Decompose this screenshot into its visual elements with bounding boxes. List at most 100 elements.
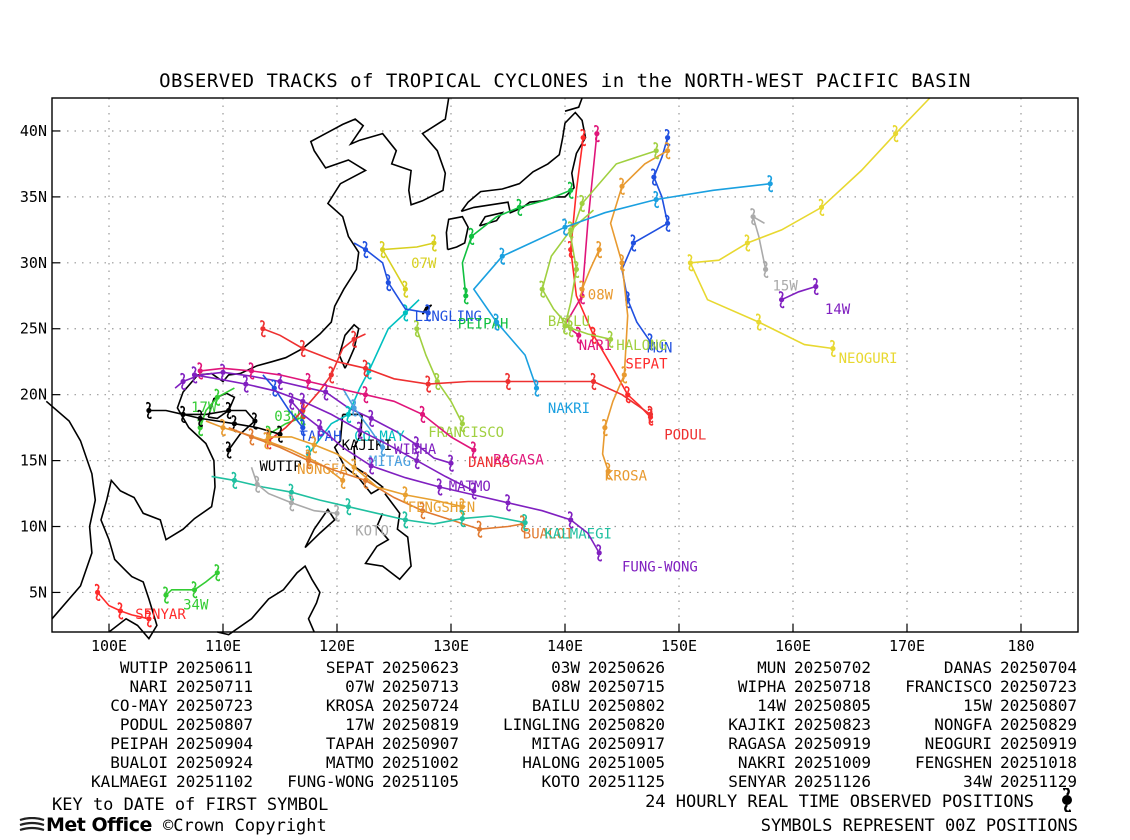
storm-label: DANAS [468,455,510,471]
key-first-date: 20251018 [1000,753,1078,772]
cyclone-position-symbol [271,379,278,397]
key-first-date: 20250807 [176,715,254,734]
key-storm-name: DANAS [943,658,992,677]
storm-track-podul: PODUL [260,320,706,444]
cyclone-position-symbol [499,247,506,265]
storm-track-francisco: FRANCISCO [414,320,504,441]
cyclone-position-symbol [220,363,226,381]
key-first-date: 20250823 [794,715,872,734]
storm-label: PEIPAH [458,317,509,333]
cyclone-position-symbol [459,510,466,528]
key-entry: TAPAH 20250907 [258,734,464,753]
key-entry: CO-MAY 20250723 [52,696,258,715]
key-storm-name: BAILU [531,696,580,715]
key-storm-name: KAJIKI [728,715,786,734]
coastline [445,215,469,251]
lat-tick-label: 20N [20,386,47,404]
cyclone-position-symbol [225,441,232,459]
key-entry: 34W 20251129 [876,772,1082,791]
cyclone-position-symbol [619,177,625,195]
lat-tick-label: 40N [20,122,47,140]
lon-tick-label: 160E [775,637,811,655]
key-first-date: 20250802 [588,696,666,715]
key-storm-name: MITAG [531,734,580,753]
cyclone-position-symbol [362,386,369,404]
cyclone-position-symbol [265,428,272,446]
key-first-date: 20251102 [176,772,254,791]
key-row: PODUL 20250807 17W 20250819 LINGLING 20250820… [52,715,1082,734]
cyclone-position-symbol [300,392,306,410]
cyclone-position-symbol [288,494,295,512]
cyclone-position-symbol [750,208,756,226]
key-entry: FRANCISCO 20250723 [876,677,1082,696]
storm-label: NEOGURI [839,351,898,367]
key-storm-name: CO-MAY [110,696,168,715]
cyclone-position-symbol [345,498,352,516]
storm-label: NARI [579,338,613,354]
track-line [165,572,218,596]
cyclone-position-symbol [813,277,819,296]
key-entry: 17W 20250819 [258,715,464,734]
key-first-date: 20251125 [588,772,666,791]
coastline [564,97,583,112]
key-entry: SEPAT 20250623 [258,658,464,677]
cyclone-position-symbol [619,254,625,272]
track-line [228,426,523,531]
key-entry: HALONG 20251005 [464,753,670,772]
track-line [174,371,452,464]
cyclone-position-symbol [562,317,568,335]
storm-track-krosa: KROSA [601,142,671,484]
coastline [207,392,236,420]
cyclone-position-symbol [830,339,836,358]
storm-track-lingling: LINGLING [353,241,482,325]
key-first-date: 20251129 [1000,772,1078,791]
cyclone-position-symbol [567,511,574,529]
cyclone-position-symbol [664,142,671,160]
cyclone-position-symbol [191,366,198,384]
cyclone-position-symbol [448,454,454,472]
cyclone-position-symbol [231,471,238,489]
key-entry: NEOGURI 20250919 [876,734,1082,753]
key-entry: RAGASA 20250919 [670,734,876,753]
key-entry: 03W 20250626 [464,658,670,677]
cyclone-position-symbol [744,234,751,252]
cyclone-position-symbol [594,125,600,143]
storm-label: CO-MAY [354,429,405,445]
cyclone-position-symbol [248,362,255,380]
key-entry: SENYAR 20251126 [670,772,876,791]
cyclone-position-symbol [225,401,232,420]
key-first-date: 20250702 [794,658,872,677]
cyclone-position-symbol [414,436,420,454]
cyclone-position-symbol [248,428,255,446]
symbols-caption: SYMBOLS REPRESENT 00Z POSITIONS [760,816,1078,836]
cyclone-position-symbol [197,409,203,427]
lon-tick-label: 120E [319,637,355,655]
key-entry: FENGSHEN 20251018 [876,753,1082,772]
key-first-date: 20251105 [382,772,460,791]
storm-track-14w: 14W [778,277,851,318]
storm-track-15w: 15W [750,208,798,295]
key-storm-name: 15W [963,696,992,715]
key-row: PEIPAH 20250904 TAPAH 20250907 MITAG 20250917… [52,734,1082,753]
key-entry: KALMAEGI 20251102 [52,772,258,791]
cyclone-position-symbol [767,175,773,193]
key-storm-name: KALMAEGI [90,772,168,791]
storm-label: TAPAH [299,429,341,445]
storm-label: PODUL [664,428,706,444]
cyclone-position-symbol [163,586,169,604]
track-line [461,189,571,296]
key-storm-name: KROSA [325,696,374,715]
key-first-date: 20250805 [794,696,872,715]
storm-label: MUN [647,341,672,357]
storm-track-ragasa: RAGASA [197,362,544,469]
key-first-date: 20250626 [588,658,666,677]
cyclone-position-symbol [762,260,769,278]
cyclone-position-symbol [573,260,580,278]
key-first-date: 20250820 [588,715,666,734]
key-storm-name: KOTO [541,772,580,791]
cyclone-position-symbol [621,366,628,384]
cyclone-position-symbol [414,320,420,338]
storm-label: NONGFA [297,462,348,478]
copyright-notice: ©Crown Copyright [163,816,327,836]
key-first-date: 20251002 [382,753,460,772]
